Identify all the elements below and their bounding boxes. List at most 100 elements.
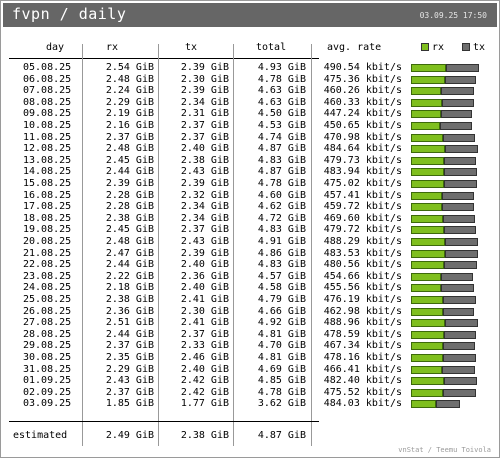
table-row: 15.08.25 2.39 GiB 2.39 GiB 4.78 GiB 475.02 k… (9, 178, 493, 190)
table-row: 24.08.25 2.18 GiB 2.40 GiB 4.58 GiB 455.56 k… (9, 282, 493, 294)
row-avg-rate: 470.98 kbit/s (323, 131, 402, 143)
row-total: 4.91 GiB (257, 236, 306, 247)
row-day: 05.08.25 (23, 62, 72, 73)
row-tx: 2.34 GiB (180, 96, 229, 108)
bar-rx (411, 284, 441, 293)
row-total: 4.86 GiB (257, 247, 306, 259)
row-avg-rate: 488.29 kbit/s (323, 236, 402, 247)
legend-tx-swatch (462, 43, 470, 51)
estimated-total: 4.87 GiB (257, 430, 306, 441)
table-row: 17.08.25 2.28 GiB 2.34 GiB 4.62 GiB 459.72 k… (9, 201, 493, 213)
row-avg-rate: 479.73 kbit/s (323, 154, 402, 166)
bar-rx (411, 156, 444, 165)
row-total: 3.62 GiB (257, 398, 306, 410)
row-tx: 2.30 GiB (180, 305, 229, 317)
row-day: 15.08.25 (23, 178, 72, 189)
row-tx: 2.42 GiB (180, 375, 229, 387)
bar-rx (411, 168, 444, 177)
row-day: 18.08.25 (23, 212, 72, 224)
estimated-tx: 2.38 GiB (180, 430, 229, 441)
row-day: 23.08.25 (23, 270, 72, 282)
row-avg-rate: 483.94 kbit/s (323, 166, 402, 178)
row-rx: 2.28 GiB (105, 201, 154, 213)
row-avg-rate: 455.56 kbit/s (323, 282, 402, 294)
row-tx: 2.37 GiB (180, 131, 229, 143)
header-underline (9, 58, 319, 59)
row-tx: 2.33 GiB (180, 340, 229, 352)
row-tx: 2.34 GiB (180, 201, 229, 213)
row-avg-rate: 482.40 kbit/s (323, 375, 402, 387)
row-day: 11.08.25 (23, 131, 72, 143)
bar-rx (411, 261, 444, 270)
bar-rx (411, 238, 445, 246)
row-avg-rate: 467.34 kbit/s (323, 340, 402, 352)
table-row: 01.09.25 2.43 GiB 2.42 GiB 4.85 GiB 482.40 k… (9, 375, 493, 387)
footer-credit: vnStat / Teemu Toivola (398, 446, 491, 454)
row-total: 4.78 GiB (257, 73, 306, 85)
bar-rx (411, 180, 444, 188)
bar-tx (443, 133, 475, 142)
row-rx: 1.85 GiB (105, 398, 154, 410)
table-row: 05.08.25 2.54 GiB 2.39 GiB 4.93 GiB 490.54 k… (9, 62, 493, 74)
row-day: 08.08.25 (23, 96, 72, 108)
table-row: 25.08.25 2.38 GiB 2.41 GiB 4.79 GiB 476.19 k… (9, 294, 493, 306)
column-header-rx: rx (106, 42, 119, 53)
row-day: 30.08.25 (23, 352, 72, 363)
row-avg-rate: 478.59 kbit/s (323, 328, 402, 340)
table-row: 29.08.25 2.37 GiB 2.33 GiB 4.70 GiB 467.34 k… (9, 340, 493, 352)
row-total: 4.70 GiB (257, 340, 306, 352)
row-tx: 2.39 GiB (180, 247, 229, 259)
row-total: 4.85 GiB (257, 375, 306, 387)
row-rx: 2.48 GiB (105, 73, 154, 85)
estimated-row: estimated 2.49 GiB 2.38 GiB 4.87 GiB (9, 430, 493, 442)
bar-tx (443, 342, 475, 351)
bar-tx (444, 156, 476, 165)
row-total: 4.87 GiB (257, 166, 306, 178)
row-day: 16.08.25 (23, 189, 72, 201)
row-total: 4.87 GiB (257, 143, 306, 155)
row-day: 07.08.25 (23, 85, 72, 97)
row-avg-rate: 447.24 kbit/s (323, 108, 402, 120)
bar-rx (411, 400, 436, 409)
bar-tx (443, 307, 474, 316)
legend-tx: tx (462, 41, 485, 55)
row-avg-rate: 460.26 kbit/s (323, 85, 402, 97)
generated-datetime: 03.09.25 17:50 (419, 11, 487, 20)
row-avg-rate: 479.72 kbit/s (323, 224, 402, 236)
bar-tx (441, 110, 472, 119)
bar-tx (442, 191, 474, 200)
row-tx: 2.37 GiB (180, 328, 229, 340)
row-tx: 2.39 GiB (180, 85, 229, 97)
row-tx: 2.31 GiB (180, 108, 229, 120)
legend-tx-label: tx (473, 42, 486, 53)
row-day: 20.08.25 (23, 236, 72, 247)
bar-tx (445, 238, 478, 246)
row-avg-rate: 478.16 kbit/s (323, 352, 402, 363)
row-day: 22.08.25 (23, 259, 72, 271)
table-row: 14.08.25 2.44 GiB 2.43 GiB 4.87 GiB 483.94 k… (9, 166, 493, 178)
table-row: 07.08.25 2.24 GiB 2.39 GiB 4.63 GiB 460.26 k… (9, 85, 493, 97)
row-day: 31.08.25 (23, 363, 72, 375)
row-day: 27.08.25 (23, 317, 72, 329)
row-total: 4.66 GiB (257, 305, 306, 317)
row-rx: 2.51 GiB (105, 317, 154, 329)
table-row: 28.08.25 2.44 GiB 2.37 GiB 4.81 GiB 478.59 k… (9, 329, 493, 341)
column-header-day: day (46, 42, 65, 53)
row-avg-rate: 459.72 kbit/s (323, 201, 402, 213)
row-avg-rate: 454.66 kbit/s (323, 270, 402, 282)
row-day: 21.08.25 (23, 247, 72, 259)
row-avg-rate: 475.02 kbit/s (323, 178, 402, 189)
row-avg-rate: 480.56 kbit/s (323, 259, 402, 271)
legend-rx-swatch (421, 43, 429, 51)
bar-rx (411, 377, 444, 386)
row-avg-rate: 462.98 kbit/s (323, 305, 402, 317)
bar-tx (444, 261, 477, 270)
table-row: 06.08.25 2.48 GiB 2.30 GiB 4.78 GiB 475.36 k… (9, 74, 493, 86)
bar-tx (444, 180, 477, 188)
row-total: 4.62 GiB (257, 201, 306, 213)
row-day: 01.09.25 (23, 375, 72, 387)
bar-tx (445, 319, 478, 328)
row-total: 4.72 GiB (257, 212, 306, 224)
bar-rx (411, 226, 444, 235)
